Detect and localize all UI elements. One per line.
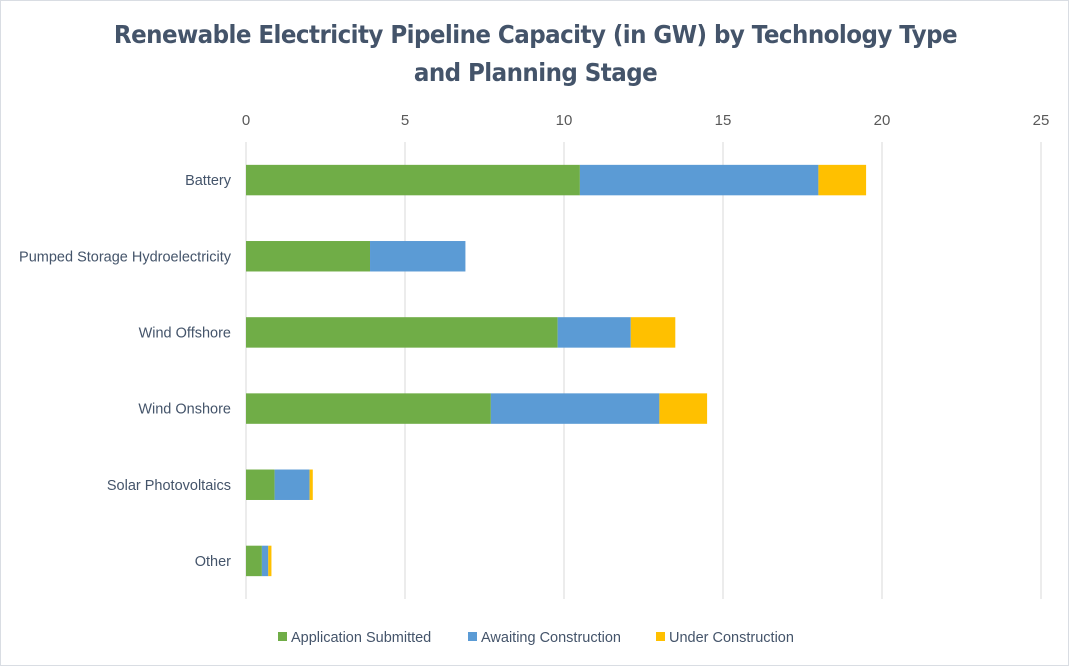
bar-segment-under-construction	[268, 545, 272, 577]
x-tick-label: 5	[401, 112, 409, 129]
bar-segment-awaiting-construction	[274, 469, 310, 500]
bar-segment-application-submitted	[246, 241, 371, 272]
legend-label: Application Submitted	[291, 630, 431, 646]
x-tick-label: 20	[874, 112, 891, 129]
legend-swatch	[468, 632, 477, 641]
category-label: Wind Onshore	[138, 402, 231, 418]
bar-segment-under-construction	[630, 317, 676, 348]
bar-segment-under-construction	[659, 393, 708, 424]
x-tick-label: 0	[242, 112, 250, 129]
category-label: Wind Offshore	[139, 325, 231, 341]
category-label: Battery	[185, 173, 232, 189]
category-labels: Battery Pumped Storage Hydroelectricity Wi…	[19, 173, 232, 570]
x-tick-label: 25	[1033, 112, 1050, 129]
bar-segment-application-submitted	[246, 393, 491, 424]
bars	[246, 164, 867, 577]
x-axis-ticks: 0 5 10 15 20 25	[242, 112, 1050, 129]
category-label: Other	[195, 554, 231, 570]
gridlines	[245, 142, 1042, 599]
legend-swatch	[656, 632, 665, 641]
bar-segment-application-submitted	[246, 164, 580, 196]
legend-label: Awaiting Construction	[481, 630, 621, 646]
bar-segment-awaiting-construction	[370, 241, 466, 272]
chart-title: Renewable Electricity Pipeline Capacity …	[43, 16, 1028, 92]
bar-segment-under-construction	[818, 164, 867, 196]
chart-title-line-1: Renewable Electricity Pipeline Capacity …	[113, 20, 958, 49]
bar-segment-awaiting-construction	[490, 393, 660, 424]
bar-segment-application-submitted	[246, 545, 262, 577]
legend-swatch	[278, 632, 287, 641]
legend: Application Submitted Awaiting Constructi…	[278, 630, 794, 646]
x-tick-label: 10	[556, 112, 573, 129]
chart-title-line-2: and Planning Stage	[413, 58, 658, 87]
bar-segment-under-construction	[309, 469, 313, 500]
bar-segment-awaiting-construction	[579, 164, 819, 196]
legend-label: Under Construction	[669, 630, 794, 646]
x-tick-label: 15	[715, 112, 732, 129]
bar-segment-awaiting-construction	[261, 545, 269, 577]
category-label: Pumped Storage Hydroelectricity	[19, 249, 232, 265]
bar-segment-application-submitted	[246, 317, 558, 348]
bar-segment-awaiting-construction	[557, 317, 631, 348]
bar-segment-application-submitted	[246, 469, 275, 500]
category-label: Solar Photovoltaics	[107, 478, 231, 494]
